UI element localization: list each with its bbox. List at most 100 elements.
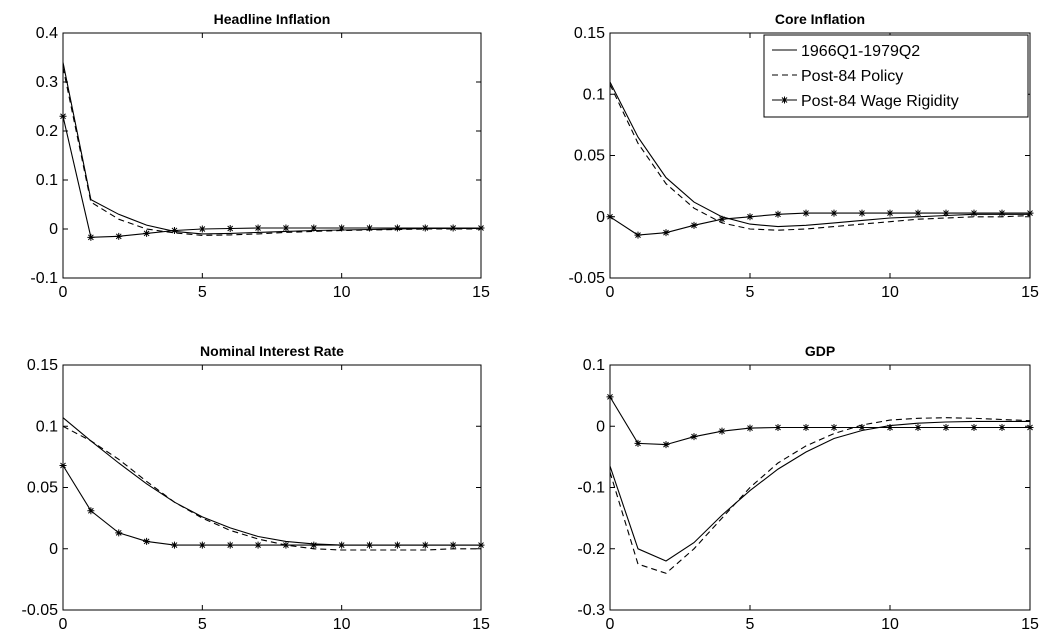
core-inflation-series-post-84-policy-line <box>609 84 1031 231</box>
nominal-interest-rate-series-post-84-wage-rigidity-point <box>366 541 374 549</box>
nominal-interest-rate-ytick-label: 0 <box>49 541 58 558</box>
nominal-interest-rate-series-post-84-wage-rigidity-point <box>87 507 95 515</box>
core-inflation-title: Core Inflation <box>775 11 865 27</box>
gdp-series-post-84-wage-rigidity-point <box>970 423 978 431</box>
core-inflation-legend: 1966Q1-1979Q2 Post-84 Policy Post-84 Wage … <box>763 34 1029 118</box>
nominal-interest-rate-ytick-label: 0.1 <box>36 418 58 435</box>
headline-inflation-xtick-label: 10 <box>333 284 351 301</box>
nominal-interest-rate-series-post-84-policy-line <box>62 425 481 551</box>
headline-inflation-ytick-label: 0.2 <box>36 123 58 140</box>
core-inflation-series-post-84-wage-rigidity-point <box>970 209 978 217</box>
headline-inflation-ytick-label: 0.4 <box>36 25 58 42</box>
legend-post-84-wage-rigidity-label: Post-84 Wage Rigidity <box>801 93 959 110</box>
core-inflation-ytick-label: 0.05 <box>574 148 605 165</box>
gdp-series-post-84-wage-rigidity-point <box>690 433 698 441</box>
headline-inflation-series-1966q1-1979q2-line <box>62 62 481 235</box>
gdp-panel: GDP 0 5 10 15 -0.3 -0.2 -0.1 0 0.1 <box>577 343 1039 633</box>
core-inflation-series-1966q1-1979q2-line <box>609 81 1030 228</box>
nominal-interest-rate-series-post-84-wage-rigidity-point <box>421 541 429 549</box>
nominal-interest-rate-series-post-84-wage-rigidity-point <box>477 541 485 549</box>
gdp-xtick-label: 5 <box>746 616 755 633</box>
headline-inflation-title: Headline Inflation <box>214 11 331 27</box>
nominal-interest-rate-series-post-84-wage-rigidity-point <box>449 541 457 549</box>
gdp-xtick-label: 15 <box>1021 616 1039 633</box>
gdp-xtick-label: 0 <box>606 616 615 633</box>
headline-inflation-xtick-label: 5 <box>198 284 207 301</box>
headline-inflation-ytick-label: 0.3 <box>36 74 58 91</box>
headline-inflation-series-post-84-wage-rigidity-point <box>254 224 262 232</box>
headline-inflation-series-post-84-policy-line <box>62 67 481 236</box>
headline-inflation-series-post-84-wage-rigidity-point <box>87 233 95 241</box>
gdp-series-post-84-wage-rigidity-point <box>746 424 754 432</box>
core-inflation-series-post-84-wage-rigidity-point <box>802 209 810 217</box>
nominal-interest-rate-series-post-84-wage-rigidity-line <box>62 465 481 546</box>
nominal-interest-rate-series-post-84-wage-rigidity-point <box>393 541 401 549</box>
headline-inflation-series-post-84-wage-rigidity-point <box>421 224 429 232</box>
gdp-title: GDP <box>805 343 835 359</box>
nominal-interest-rate-xtick-label: 0 <box>59 616 68 633</box>
nominal-interest-rate-series-post-84-wage-rigidity-point <box>226 541 234 549</box>
gdp-series-post-84-wage-rigidity-point <box>606 393 614 401</box>
core-inflation-series-post-84-wage-rigidity-point <box>774 210 782 218</box>
gdp-ytick-label: -0.2 <box>577 541 605 558</box>
nominal-interest-rate-ytick-label: 0.15 <box>27 357 58 374</box>
gdp-series-post-84-wage-rigidity-point <box>858 423 866 431</box>
headline-inflation-series-post-84-wage-rigidity-point <box>198 225 206 233</box>
nominal-interest-rate-series-post-84-wage-rigidity-point <box>143 537 151 545</box>
gdp-ytick-label: -0.3 <box>577 602 605 619</box>
nominal-interest-rate-title: Nominal Interest Rate <box>200 343 344 359</box>
gdp-series-post-84-wage-rigidity-line <box>609 396 1030 446</box>
nominal-interest-rate-series-post-84-wage-rigidity-point <box>254 541 262 549</box>
headline-inflation-ytick-label: 0.1 <box>36 172 58 189</box>
headline-inflation-series-post-84-wage-rigidity-point <box>366 224 374 232</box>
nominal-interest-rate-xtick-label: 5 <box>198 616 207 633</box>
headline-inflation-series-post-84-wage-rigidity-point <box>115 232 123 240</box>
gdp-ytick-label: 0 <box>596 418 605 435</box>
nominal-interest-rate-xtick-label: 15 <box>472 616 490 633</box>
legend-box <box>763 34 1029 118</box>
nominal-interest-rate-ytick-label: -0.05 <box>22 602 59 619</box>
headline-inflation-xtick-label: 15 <box>472 284 490 301</box>
nominal-interest-rate-ytick-label: 0.05 <box>27 480 58 497</box>
gdp-series-1966q1-1979q2-line <box>609 420 1030 562</box>
core-inflation-series-post-84-wage-rigidity-point <box>746 213 754 221</box>
headline-inflation-ytick-label: -0.1 <box>30 270 58 287</box>
core-inflation-series-post-84-wage-rigidity-point <box>942 209 950 217</box>
core-inflation-series-post-84-wage-rigidity-point <box>718 215 726 223</box>
core-inflation-series-post-84-wage-rigidity-point <box>886 209 894 217</box>
core-inflation-series-post-84-wage-rigidity-point <box>858 209 866 217</box>
core-inflation-xtick-label: 0 <box>606 284 615 301</box>
core-inflation-series-post-84-wage-rigidity-point <box>634 231 642 239</box>
core-inflation-series-post-84-wage-rigidity-point <box>1026 209 1034 217</box>
nominal-interest-rate-series-post-84-wage-rigidity-point <box>310 541 318 549</box>
gdp-series-post-84-wage-rigidity-point <box>914 423 922 431</box>
gdp-series-post-84-wage-rigidity-point <box>830 423 838 431</box>
core-inflation-series-post-84-wage-rigidity-line <box>609 212 1030 236</box>
headline-inflation-ytick-label: 0 <box>49 221 58 238</box>
core-inflation-series-post-84-wage-rigidity-point <box>914 209 922 217</box>
core-inflation-xtick-label: 15 <box>1021 284 1039 301</box>
nominal-interest-rate-series-post-84-wage-rigidity-point <box>59 461 67 469</box>
core-inflation-series-post-84-wage-rigidity-point <box>662 229 670 237</box>
gdp-axes-box <box>609 364 1031 611</box>
headline-inflation-series-post-84-wage-rigidity-point <box>59 112 67 120</box>
headline-inflation-axes-box <box>62 32 482 279</box>
legend-post-84-policy-label: Post-84 Policy <box>801 68 903 85</box>
headline-inflation-series-post-84-wage-rigidity-point <box>449 224 457 232</box>
core-inflation-ytick-label: -0.05 <box>569 270 606 287</box>
headline-inflation-series-post-84-wage-rigidity-point <box>393 224 401 232</box>
core-inflation-series-post-84-wage-rigidity-point <box>998 209 1006 217</box>
nominal-interest-rate-series-1966q1-1979q2-line <box>62 417 481 546</box>
core-inflation-series-post-84-wage-rigidity-point <box>690 221 698 229</box>
nominal-interest-rate-series-post-84-wage-rigidity-point <box>198 541 206 549</box>
legend-1966q1-1979q2-label: 1966Q1-1979Q2 <box>801 43 920 60</box>
gdp-series-post-84-wage-rigidity-point <box>802 423 810 431</box>
core-inflation-ytick-label: 0.15 <box>574 25 605 42</box>
gdp-series-post-84-wage-rigidity-point <box>774 423 782 431</box>
gdp-xtick-label: 10 <box>881 616 899 633</box>
core-inflation-xtick-label: 10 <box>881 284 899 301</box>
headline-inflation-series-post-84-wage-rigidity-point <box>282 224 290 232</box>
